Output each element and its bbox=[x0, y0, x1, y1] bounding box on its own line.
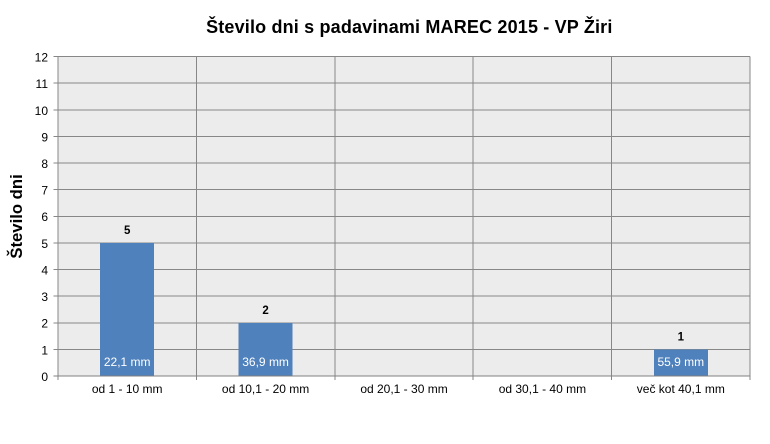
svg-text:1: 1 bbox=[678, 331, 685, 343]
svg-text:1: 1 bbox=[41, 343, 48, 357]
svg-text:0: 0 bbox=[41, 370, 48, 384]
svg-text:Število dni: Število dni bbox=[7, 174, 26, 258]
svg-text:od 1 - 10 mm: od 1 - 10 mm bbox=[92, 382, 163, 396]
svg-text:5: 5 bbox=[124, 225, 131, 237]
svg-text:8: 8 bbox=[41, 157, 48, 171]
svg-text:od 30,1 - 40 mm: od 30,1 - 40 mm bbox=[499, 382, 586, 396]
svg-text:od 10,1 - 20 mm: od 10,1 - 20 mm bbox=[222, 382, 309, 396]
svg-text:od 20,1 - 30 mm: od 20,1 - 30 mm bbox=[360, 382, 447, 396]
svg-text:12: 12 bbox=[35, 51, 49, 65]
svg-text:4: 4 bbox=[41, 264, 48, 278]
svg-text:3: 3 bbox=[41, 290, 48, 304]
svg-text:7: 7 bbox=[41, 184, 48, 198]
svg-text:5: 5 bbox=[41, 237, 48, 251]
svg-text:več kot 40,1 mm: več kot 40,1 mm bbox=[637, 382, 725, 396]
svg-text:55,9 mm: 55,9 mm bbox=[657, 355, 704, 369]
svg-text:22,1 mm: 22,1 mm bbox=[104, 355, 151, 369]
svg-text:2: 2 bbox=[262, 305, 268, 317]
svg-text:36,9 mm: 36,9 mm bbox=[242, 355, 289, 369]
svg-text:10: 10 bbox=[35, 104, 49, 118]
svg-text:2: 2 bbox=[41, 317, 48, 331]
svg-text:6: 6 bbox=[41, 210, 48, 224]
svg-text:9: 9 bbox=[41, 130, 48, 144]
svg-text:11: 11 bbox=[36, 77, 49, 91]
svg-text:Število dni s padavinami MAREC: Število dni s padavinami MAREC 2015 - VP… bbox=[206, 16, 612, 37]
